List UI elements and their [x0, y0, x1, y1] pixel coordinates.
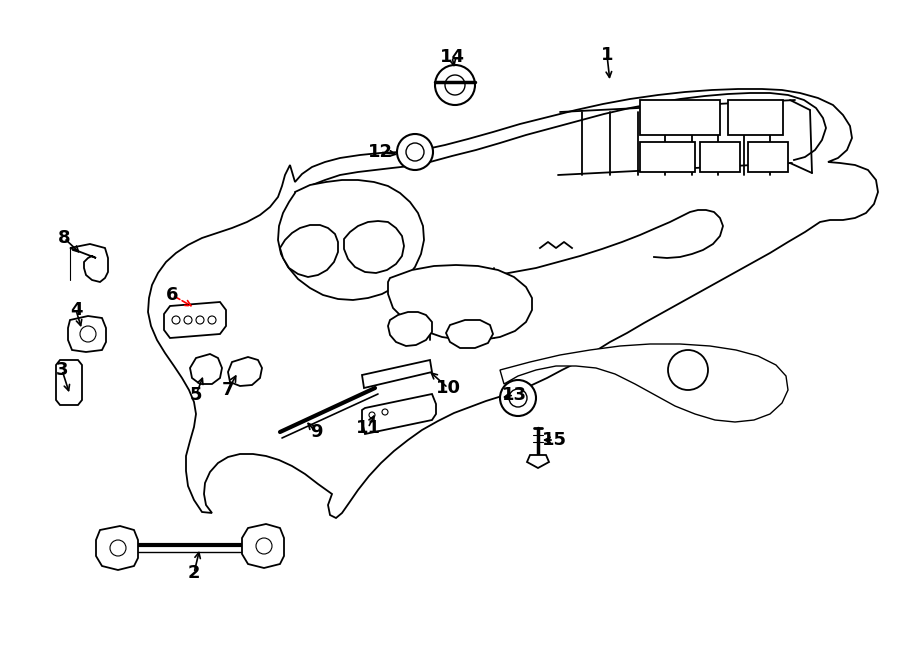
- Polygon shape: [362, 360, 432, 388]
- Text: 1: 1: [601, 46, 613, 64]
- Polygon shape: [700, 142, 740, 172]
- Circle shape: [172, 316, 180, 324]
- Circle shape: [80, 326, 96, 342]
- Text: 7: 7: [221, 381, 234, 399]
- Text: 4: 4: [70, 301, 82, 319]
- Polygon shape: [446, 320, 493, 348]
- Circle shape: [208, 316, 216, 324]
- Polygon shape: [70, 244, 108, 282]
- Polygon shape: [190, 354, 222, 384]
- Text: 2: 2: [188, 564, 200, 582]
- Polygon shape: [388, 312, 432, 346]
- Polygon shape: [96, 526, 138, 570]
- Polygon shape: [728, 100, 783, 135]
- Polygon shape: [56, 360, 82, 405]
- Polygon shape: [68, 316, 106, 352]
- Text: 12: 12: [367, 143, 392, 161]
- Text: 11: 11: [356, 419, 381, 437]
- Polygon shape: [500, 344, 788, 422]
- Text: 15: 15: [542, 431, 566, 449]
- Circle shape: [110, 540, 126, 556]
- Circle shape: [668, 350, 708, 390]
- Circle shape: [196, 316, 204, 324]
- Circle shape: [509, 389, 527, 407]
- Polygon shape: [362, 394, 436, 434]
- Polygon shape: [280, 225, 338, 277]
- Circle shape: [435, 65, 475, 105]
- Polygon shape: [228, 357, 262, 386]
- Polygon shape: [344, 221, 404, 273]
- Text: 6: 6: [166, 286, 178, 304]
- Circle shape: [397, 134, 433, 170]
- Polygon shape: [640, 100, 720, 135]
- Polygon shape: [640, 142, 695, 172]
- Circle shape: [406, 143, 424, 161]
- Polygon shape: [527, 455, 549, 468]
- Circle shape: [445, 75, 465, 95]
- Text: 5: 5: [190, 386, 203, 404]
- Text: 8: 8: [58, 229, 70, 247]
- Text: 3: 3: [56, 361, 68, 379]
- Text: 10: 10: [436, 379, 461, 397]
- Polygon shape: [148, 89, 878, 518]
- Circle shape: [184, 316, 192, 324]
- Circle shape: [500, 380, 536, 416]
- Polygon shape: [278, 180, 424, 300]
- Circle shape: [382, 409, 388, 415]
- Text: 14: 14: [439, 48, 464, 66]
- Polygon shape: [388, 265, 532, 340]
- Text: 13: 13: [501, 386, 526, 404]
- Polygon shape: [164, 302, 226, 338]
- Circle shape: [256, 538, 272, 554]
- Polygon shape: [748, 142, 788, 172]
- Circle shape: [369, 412, 375, 418]
- Text: 9: 9: [310, 423, 322, 441]
- Polygon shape: [242, 524, 284, 568]
